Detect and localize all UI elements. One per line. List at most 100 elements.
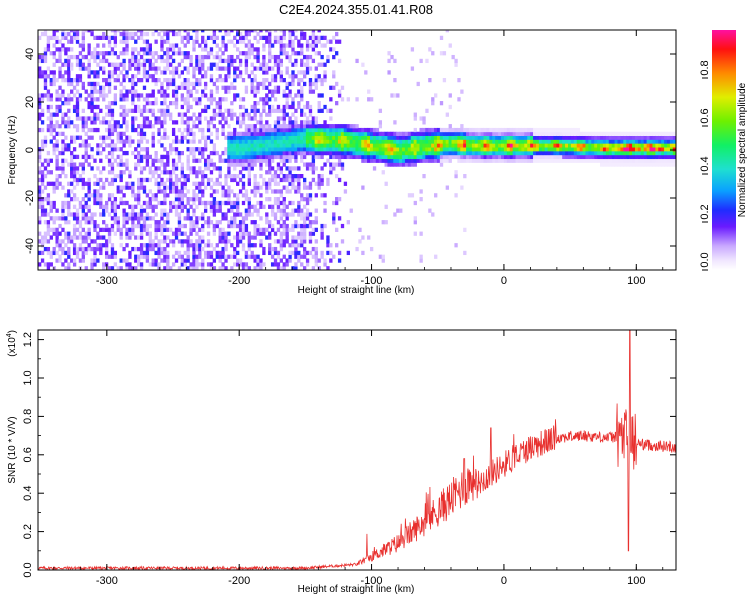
spectrogram-cell	[142, 85, 147, 90]
spectrogram-cell	[285, 139, 289, 144]
spectrogram-cell	[664, 131, 668, 136]
spectrogram-cell	[104, 204, 109, 209]
spectrogram-cell	[55, 47, 59, 52]
spectrogram-cell	[468, 135, 473, 140]
spectrogram-cell	[247, 51, 251, 56]
spectrogram-cell	[169, 143, 173, 148]
spectrogram-cell	[142, 131, 147, 136]
spectrogram-cell	[72, 231, 77, 236]
spectrogram-cell	[163, 162, 167, 167]
spectrogram-cell	[600, 154, 604, 160]
spectrogram-cell	[524, 150, 528, 156]
spectrogram-cell	[192, 262, 196, 267]
spectrogram-cell	[279, 216, 284, 221]
spectrogram-cell	[218, 200, 222, 206]
spectrogram-cell	[195, 78, 199, 83]
spectrogram-cell	[533, 154, 537, 160]
spectrogram-cell	[308, 193, 313, 198]
spectrogram-cell	[81, 143, 85, 148]
spectrogram-cell	[617, 135, 621, 140]
spectrogram-cell	[201, 266, 205, 270]
spectrogram-cell	[282, 139, 286, 144]
spectrogram-cell	[466, 150, 470, 156]
spectrogram-cell	[591, 154, 595, 160]
spectrogram-cell	[623, 154, 627, 160]
spectrogram-cell	[279, 258, 284, 263]
spectrogram-cell	[96, 35, 100, 40]
spectrogram-cell	[346, 250, 350, 256]
spectrogram-cell	[294, 51, 298, 56]
spectrogram-cell	[102, 262, 106, 267]
spectrogram-cell	[206, 254, 211, 259]
spectrogram-cell	[52, 227, 56, 232]
spectrogram-cell	[454, 143, 458, 148]
spectrogram-cell	[212, 150, 217, 156]
colorbar-label: Normalized spectral amplitude	[737, 82, 748, 217]
spectrogram-cell	[192, 74, 196, 79]
spectrogram-cell	[576, 147, 581, 152]
spectrogram-cell	[337, 197, 342, 202]
spectrogram-cell	[416, 154, 420, 160]
spectrogram-cell	[96, 116, 100, 121]
spectrogram-cell	[99, 193, 103, 198]
spectrogram-cell	[471, 154, 476, 160]
spectrogram-cell	[198, 250, 202, 256]
spectrogram-cell	[38, 193, 42, 198]
spectrogram-cell	[215, 181, 219, 186]
spectrogram-cell	[311, 116, 316, 121]
spectrogram-cell	[268, 220, 272, 225]
spectrogram-cell	[247, 124, 251, 129]
spectrogram-cell	[381, 154, 385, 160]
spectrogram-cell	[43, 220, 48, 225]
spectrogram-cell	[43, 231, 48, 236]
spectrogram-cell	[300, 154, 304, 160]
spectrogram-cell	[273, 78, 278, 83]
spectrogram-cell	[396, 139, 400, 144]
spectrogram-cell	[198, 150, 202, 156]
spectrogram-cell	[646, 139, 650, 144]
spectrogram-cell	[419, 154, 423, 160]
spectrogram-cell	[145, 116, 150, 121]
spectrogram-cell	[294, 150, 298, 156]
spectrogram-cell	[282, 262, 286, 267]
spectrogram-cell	[303, 81, 307, 87]
spectrogram-cell	[154, 212, 158, 217]
spectrogram-cell	[46, 231, 51, 236]
spectrogram-cell	[346, 135, 350, 140]
spectrogram-cell	[521, 139, 525, 144]
spectrogram-cell	[233, 200, 237, 206]
spectrogram-cell	[501, 147, 505, 152]
spectrogram-cell	[43, 51, 48, 56]
spectrogram-cell	[122, 200, 126, 206]
spectrogram-cell	[544, 147, 548, 152]
spectrogram-cell	[547, 139, 551, 144]
spectrogram-cell	[64, 70, 68, 75]
spectrogram-cell	[381, 158, 385, 163]
spectrogram-cell	[201, 39, 205, 44]
spectrogram-cell	[55, 120, 59, 125]
spectrogram-cell	[230, 30, 234, 33]
spectrogram-cell	[247, 204, 251, 209]
spectrogram-cell	[294, 239, 298, 244]
spectrogram-cell	[186, 104, 190, 110]
spectrogram-cell	[61, 93, 65, 98]
spectrogram-cell	[81, 162, 85, 167]
spectrogram-cell	[102, 243, 106, 248]
spectrogram-cell	[233, 235, 237, 240]
spectrogram-cell	[160, 250, 164, 256]
spectrogram-cell	[49, 81, 53, 87]
spectrogram-cell	[457, 78, 461, 83]
spectrogram-cell	[84, 147, 88, 152]
spectrogram-cell	[270, 246, 275, 252]
spectrogram-cell	[102, 212, 106, 217]
spectrogram-cell	[203, 174, 208, 179]
spectrogram-cell	[186, 54, 190, 60]
spectrogram-cell	[215, 66, 219, 71]
spectrogram-cell	[570, 127, 575, 133]
spectrogram-cell	[203, 116, 208, 121]
spectrogram-cell	[192, 166, 196, 171]
spectrogram-cell	[629, 143, 633, 148]
spectrogram-cell	[212, 223, 217, 229]
spectrogram-cell	[413, 147, 417, 152]
spectrogram-cell	[145, 58, 150, 64]
